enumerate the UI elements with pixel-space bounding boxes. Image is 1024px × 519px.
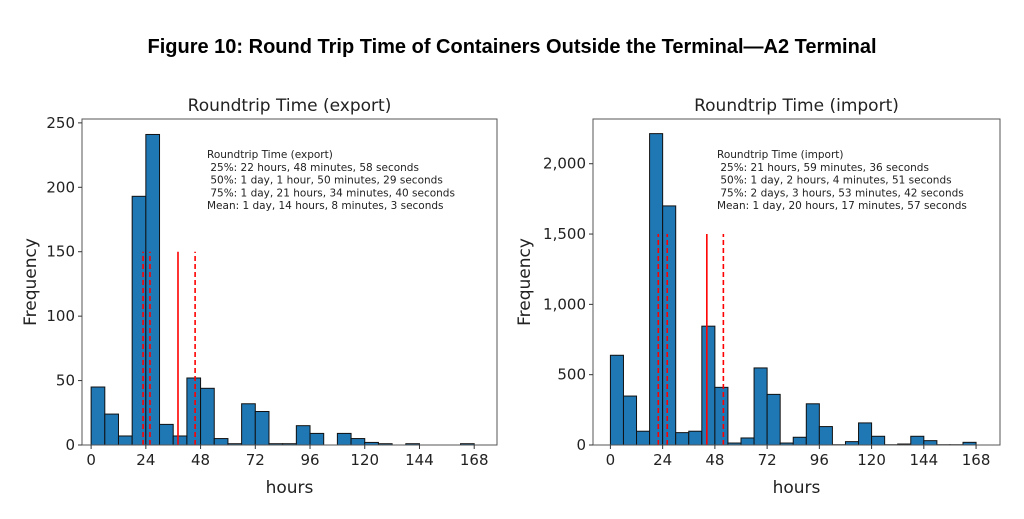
histogram-bar [923,440,938,446]
histogram-bar [241,403,256,446]
y-tick-label: 2,000 [543,155,586,173]
y-tick-label: 200 [46,178,75,196]
histogram-bar [649,133,664,446]
histogram-bar [858,422,873,446]
y-tick-label: 150 [46,243,75,261]
y-axis-label: Frequency [515,238,535,326]
histogram-bar [200,387,215,446]
chart-title: Roundtrip Time (export) [188,96,392,116]
y-tick-label: 0 [65,436,75,454]
histogram-bar [675,432,690,446]
x-tick-label: 0 [86,451,96,469]
plot-frame [592,118,1001,446]
histogram-bar [90,386,106,446]
annotation-line: 50%: 1 day, 1 hour, 50 minutes, 29 secon… [207,175,443,187]
y-tick-label: 1,500 [543,225,586,243]
histogram-bar [740,437,755,446]
chart-panel-2: Roundtrip Time (import) 0 24 48 72 96 120 144 16… [515,96,1001,498]
x-tick-label: 96 [810,451,829,469]
x-tick-label: 72 [246,451,265,469]
histogram-bar [688,430,703,446]
y-axis-label: Frequency [21,238,41,326]
histogram-bar [844,441,860,446]
x-tick-label: 72 [758,451,777,469]
y-tick-label: 250 [46,114,75,132]
figure-title: Figure 10: Round Trip Time of Containers… [147,36,877,58]
histogram-bar [609,354,624,446]
annotation-line: 25%: 22 hours, 48 minutes, 58 seconds [207,162,419,174]
histogram-bar [350,438,366,446]
x-tick-label: 24 [136,451,155,469]
histogram-bar [871,435,886,446]
y-tick-label: 500 [557,366,586,384]
annotation-line: 75%: 2 days, 3 hours, 53 minutes, 42 sec… [717,187,964,199]
histogram-bar [309,432,325,446]
x-tick-label: 144 [910,451,939,469]
annotation-line: Roundtrip Time (export) [207,149,333,161]
y-tick-label: 1,000 [543,295,586,313]
histogram-bar [662,205,677,446]
histogram-bar [159,423,174,446]
x-axis-label: hours [773,478,821,498]
histogram-bar [910,435,925,446]
y-tick-label: 0 [576,436,586,454]
x-axis-label: hours [266,478,314,498]
histogram-bar [336,432,352,446]
histogram-bar [805,403,820,446]
x-tick-label: 24 [653,451,672,469]
chart-panel-1: Roundtrip Time (export) 0 24 48 72 96 120 144 16… [21,96,498,498]
histogram-bar [766,393,781,446]
histogram-bar [145,133,161,446]
plot-frame [81,118,498,446]
x-tick-label: 168 [962,451,991,469]
annotation-line: Mean: 1 day, 14 hours, 8 minutes, 3 seco… [207,200,444,212]
x-tick-label: 0 [606,451,616,469]
y-tick-label: 50 [56,372,75,390]
annotation-line: 50%: 1 day, 2 hours, 4 minutes, 51 secon… [717,175,952,187]
x-tick-label: 48 [705,451,724,469]
histogram-bar [213,438,229,446]
chart-title: Roundtrip Time (import) [694,96,899,116]
y-tick-label: 100 [46,307,75,325]
histogram-bar [818,426,833,446]
histogram-bar [254,410,270,446]
histogram-bar [792,436,807,446]
x-tick-label: 48 [191,451,210,469]
annotation-line: Roundtrip Time (import) [717,149,843,161]
histogram-bar [753,367,768,446]
histogram-bar [622,395,638,446]
x-tick-label: 168 [460,451,489,469]
histogram-bar [104,413,119,446]
histogram-bar [714,386,729,446]
histogram-bar [636,430,651,446]
histogram-bar [172,435,188,446]
x-tick-label: 120 [857,451,886,469]
annotation-line: 25%: 21 hours, 59 minutes, 36 seconds [717,162,929,174]
x-tick-label: 120 [350,451,379,469]
x-tick-label: 144 [405,451,434,469]
histogram-bar [295,425,311,446]
histogram-bar [186,377,202,446]
x-tick-label: 96 [300,451,319,469]
histogram-bar [701,325,716,446]
histogram-bar [117,435,133,446]
annotation-line: 75%: 1 day, 21 hours, 34 minutes, 40 sec… [207,187,455,199]
annotation-line: Mean: 1 day, 20 hours, 17 minutes, 57 se… [717,200,967,212]
